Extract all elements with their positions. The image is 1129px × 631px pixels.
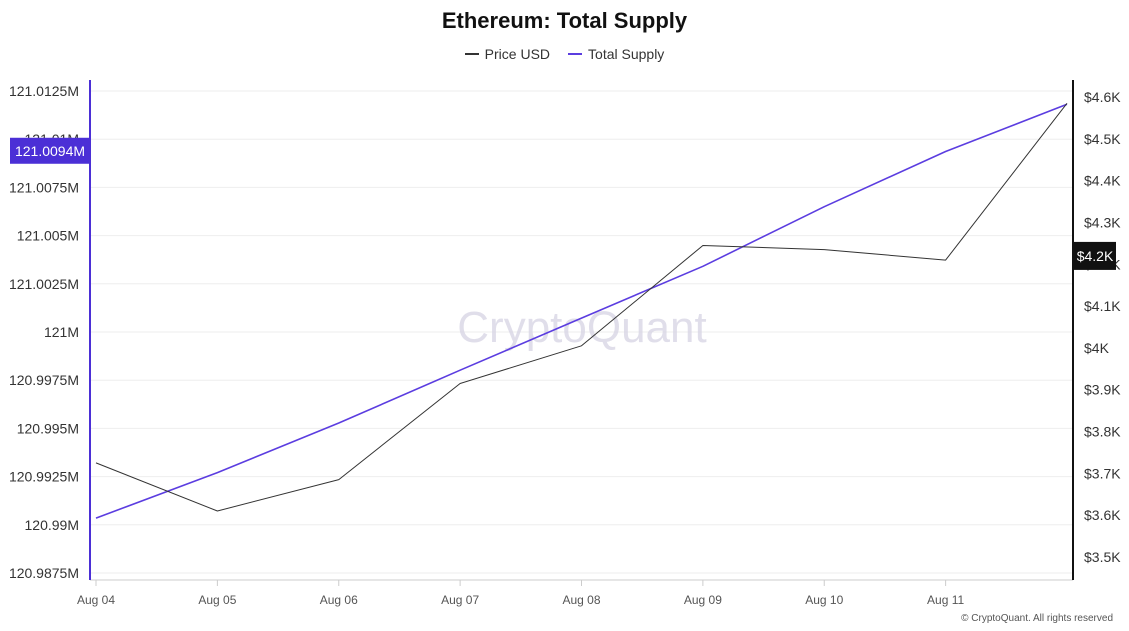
left-tick-label: 121.005M [17, 228, 79, 244]
left-tick-label: 120.9875M [9, 565, 79, 581]
left-tick-label: 121.0025M [9, 276, 79, 292]
x-tick-label: Aug 06 [320, 593, 358, 607]
legend-label-price: Price USD [484, 46, 551, 62]
grid-lines [90, 90, 1073, 574]
right-tick-label: $4.6K [1084, 89, 1121, 105]
left-axis-highlight-label: 121.0094M [15, 143, 85, 159]
series-line-total-supply [95, 103, 1068, 519]
right-tick-label: $3.5K [1084, 549, 1121, 565]
x-tick-label: Aug 09 [684, 593, 722, 607]
right-tick-label: $4.5K [1084, 131, 1121, 147]
right-tick-label: $4.4K [1084, 173, 1121, 189]
right-axis-highlight-box [1074, 241, 1116, 270]
left-tick-label: 120.995M [17, 420, 79, 436]
legend-item-price[interactable]: Price USD [464, 46, 551, 62]
right-tick-label: $3.7K [1084, 465, 1121, 481]
right-tick-label: $4K [1084, 340, 1110, 356]
series-lines [95, 102, 1068, 519]
x-tick-label: Aug 11 [927, 593, 964, 607]
left-tick-label: 121M [44, 324, 79, 340]
right-tick-label: $4.1K [1084, 298, 1121, 314]
series-line-price-usd [95, 102, 1068, 512]
x-tick-label: Aug 04 [77, 593, 115, 607]
left-tick-label: 120.9925M [9, 469, 79, 485]
legend-swatch-price [464, 53, 479, 55]
left-tick-label: 121.0125M [9, 83, 79, 99]
right-tick-label: $3.6K [1084, 507, 1121, 523]
watermark: CryptoQuant [457, 303, 706, 352]
left-tick-label: 120.9975M [9, 372, 79, 388]
x-tick-label: Aug 10 [805, 593, 843, 607]
left-tick-label: 120.99M [25, 517, 79, 533]
left-tick-label: 121.0075M [9, 179, 79, 195]
x-tick-label: Aug 05 [198, 593, 236, 607]
right-axis-highlight-label: $4.2K [1077, 248, 1114, 264]
x-tick-label: Aug 08 [562, 593, 600, 607]
x-tick-label: Aug 07 [441, 593, 479, 607]
legend: Price USD Total Supply [0, 46, 1129, 62]
legend-item-supply[interactable]: Total Supply [568, 46, 664, 62]
legend-label-supply: Total Supply [588, 46, 665, 62]
left-axis-highlight-box [10, 137, 90, 164]
right-tick-label: $4.3K [1084, 214, 1121, 230]
legend-swatch-supply [568, 53, 583, 55]
right-tick-label: $3.8K [1084, 424, 1121, 440]
copyright-notice: © CryptoQuant. All rights reserved [961, 613, 1113, 624]
axis-highlights: 121.0094M $4.2K [10, 137, 1116, 270]
right-tick-label: $3.9K [1084, 382, 1121, 398]
chart-title: Ethereum: Total Supply [441, 8, 688, 33]
